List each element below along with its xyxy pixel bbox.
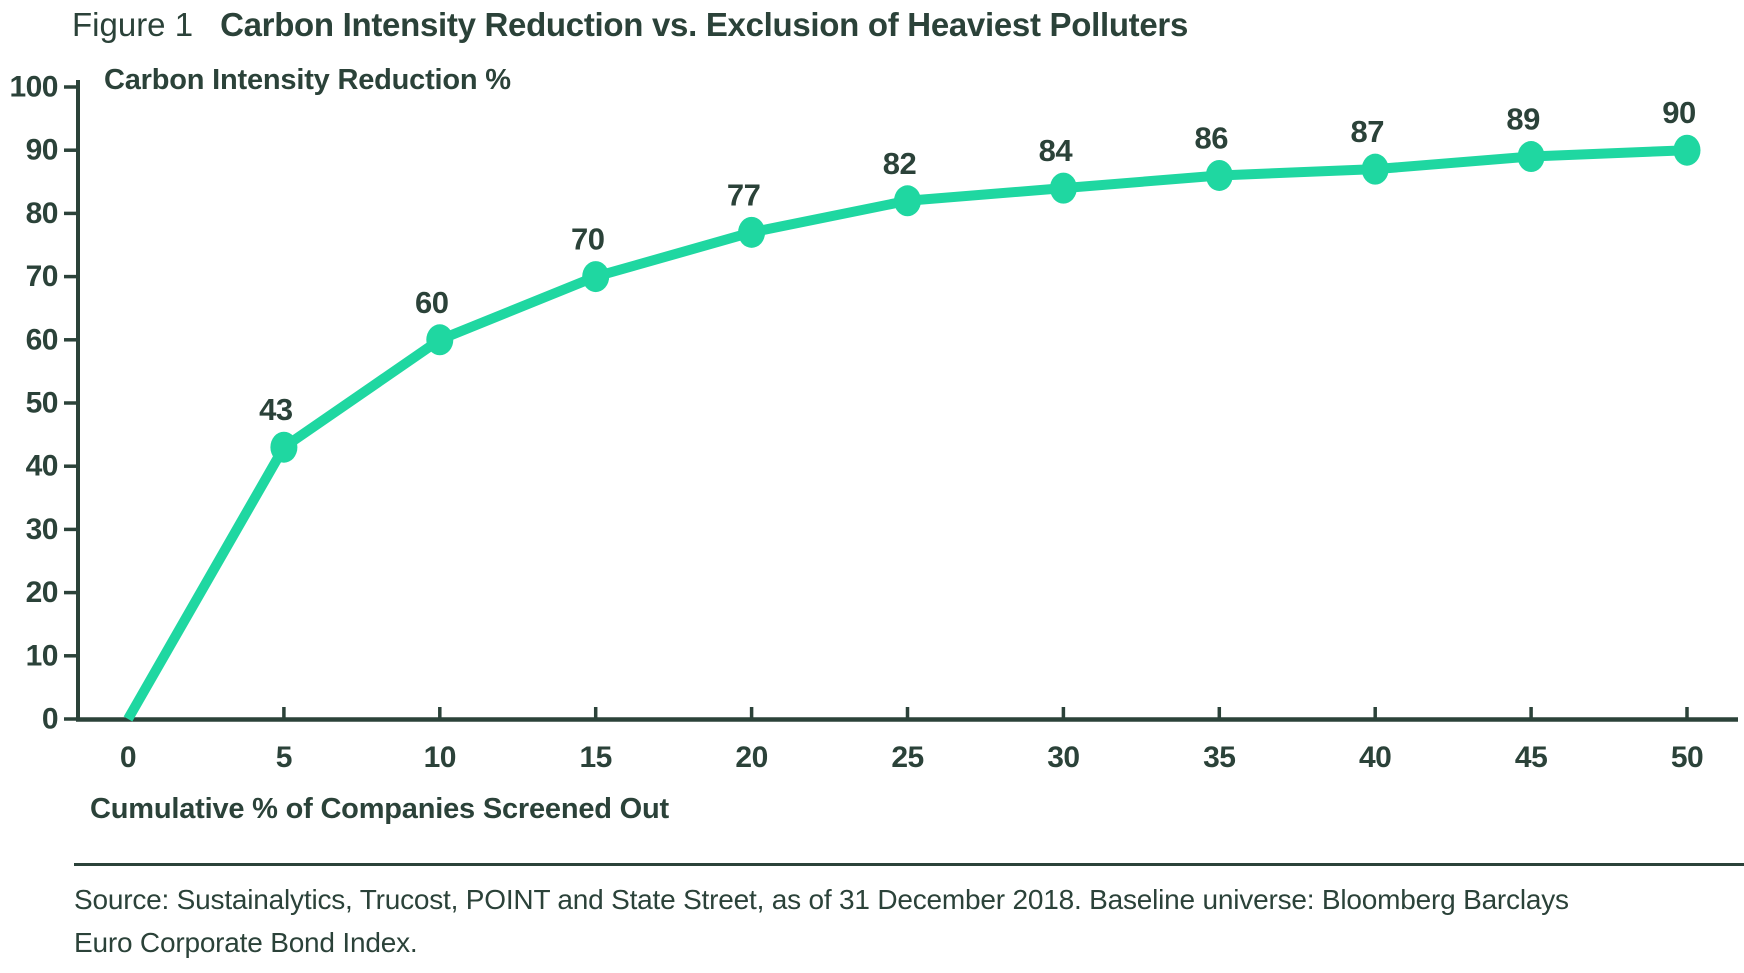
y-tick-label: 50: [26, 387, 58, 420]
y-tick-label: 0: [42, 703, 58, 736]
data-point: [738, 216, 766, 248]
data-point-label: 82: [883, 146, 916, 181]
x-tick-label: 25: [891, 741, 923, 774]
data-point: [270, 431, 298, 463]
y-tick-label: 70: [26, 260, 58, 293]
data-point-label: 87: [1350, 114, 1383, 149]
figure-heading: Carbon Intensity Reduction vs. Exclusion…: [220, 6, 1189, 43]
data-point: [1205, 159, 1233, 191]
y-tick-label: 20: [26, 576, 58, 609]
source-note: Source: Sustainalytics, Trucost, POINT a…: [74, 878, 1569, 964]
data-point-label: 90: [1662, 95, 1695, 130]
y-tick-label: 100: [9, 71, 58, 104]
x-tick-label: 5: [276, 741, 292, 774]
data-point: [1673, 134, 1701, 166]
data-point: [426, 324, 454, 356]
divider-line: [74, 863, 1744, 866]
data-point: [1361, 153, 1389, 185]
source-note-line2: Euro Corporate Bond Index.: [74, 927, 418, 958]
x-tick-label: 10: [424, 741, 456, 774]
figure-title: Figure 1 Carbon Intensity Reduction vs. …: [72, 6, 1188, 44]
x-tick-label: 0: [120, 741, 136, 774]
y-tick-label: 60: [26, 323, 58, 356]
figure-number-label: Figure 1: [72, 6, 194, 43]
data-point-label: 43: [259, 392, 293, 427]
data-point-label: 70: [571, 222, 604, 257]
source-note-line1: Source: Sustainalytics, Trucost, POINT a…: [74, 884, 1569, 915]
data-point-label: 77: [727, 177, 760, 212]
series-line: [123, 145, 1688, 722]
x-tick-label: 20: [735, 741, 767, 774]
y-tick-label: 10: [26, 639, 58, 672]
data-point: [1049, 172, 1077, 204]
data-point-label: 84: [1039, 133, 1074, 168]
y-tick-label: 40: [26, 450, 58, 483]
data-point-label: 86: [1195, 120, 1229, 155]
x-tick-label: 45: [1515, 741, 1547, 774]
x-tick-label: 15: [580, 741, 612, 774]
data-point-label: 60: [415, 285, 448, 320]
x-tick-label: 35: [1203, 741, 1235, 774]
y-tick-label: 80: [26, 197, 58, 230]
y-tick-label: 90: [26, 134, 58, 167]
data-point: [582, 261, 610, 293]
y-axis-title: Carbon Intensity Reduction %: [104, 64, 511, 96]
x-tick-label: 40: [1359, 741, 1391, 774]
data-point: [1517, 141, 1545, 173]
x-tick-label: 50: [1671, 741, 1703, 774]
x-axis-title: Cumulative % of Companies Screened Out: [90, 793, 669, 825]
y-tick-label: 30: [26, 513, 58, 546]
data-point-label: 89: [1506, 102, 1540, 137]
data-point: [894, 185, 921, 217]
x-tick-label: 30: [1047, 741, 1079, 774]
